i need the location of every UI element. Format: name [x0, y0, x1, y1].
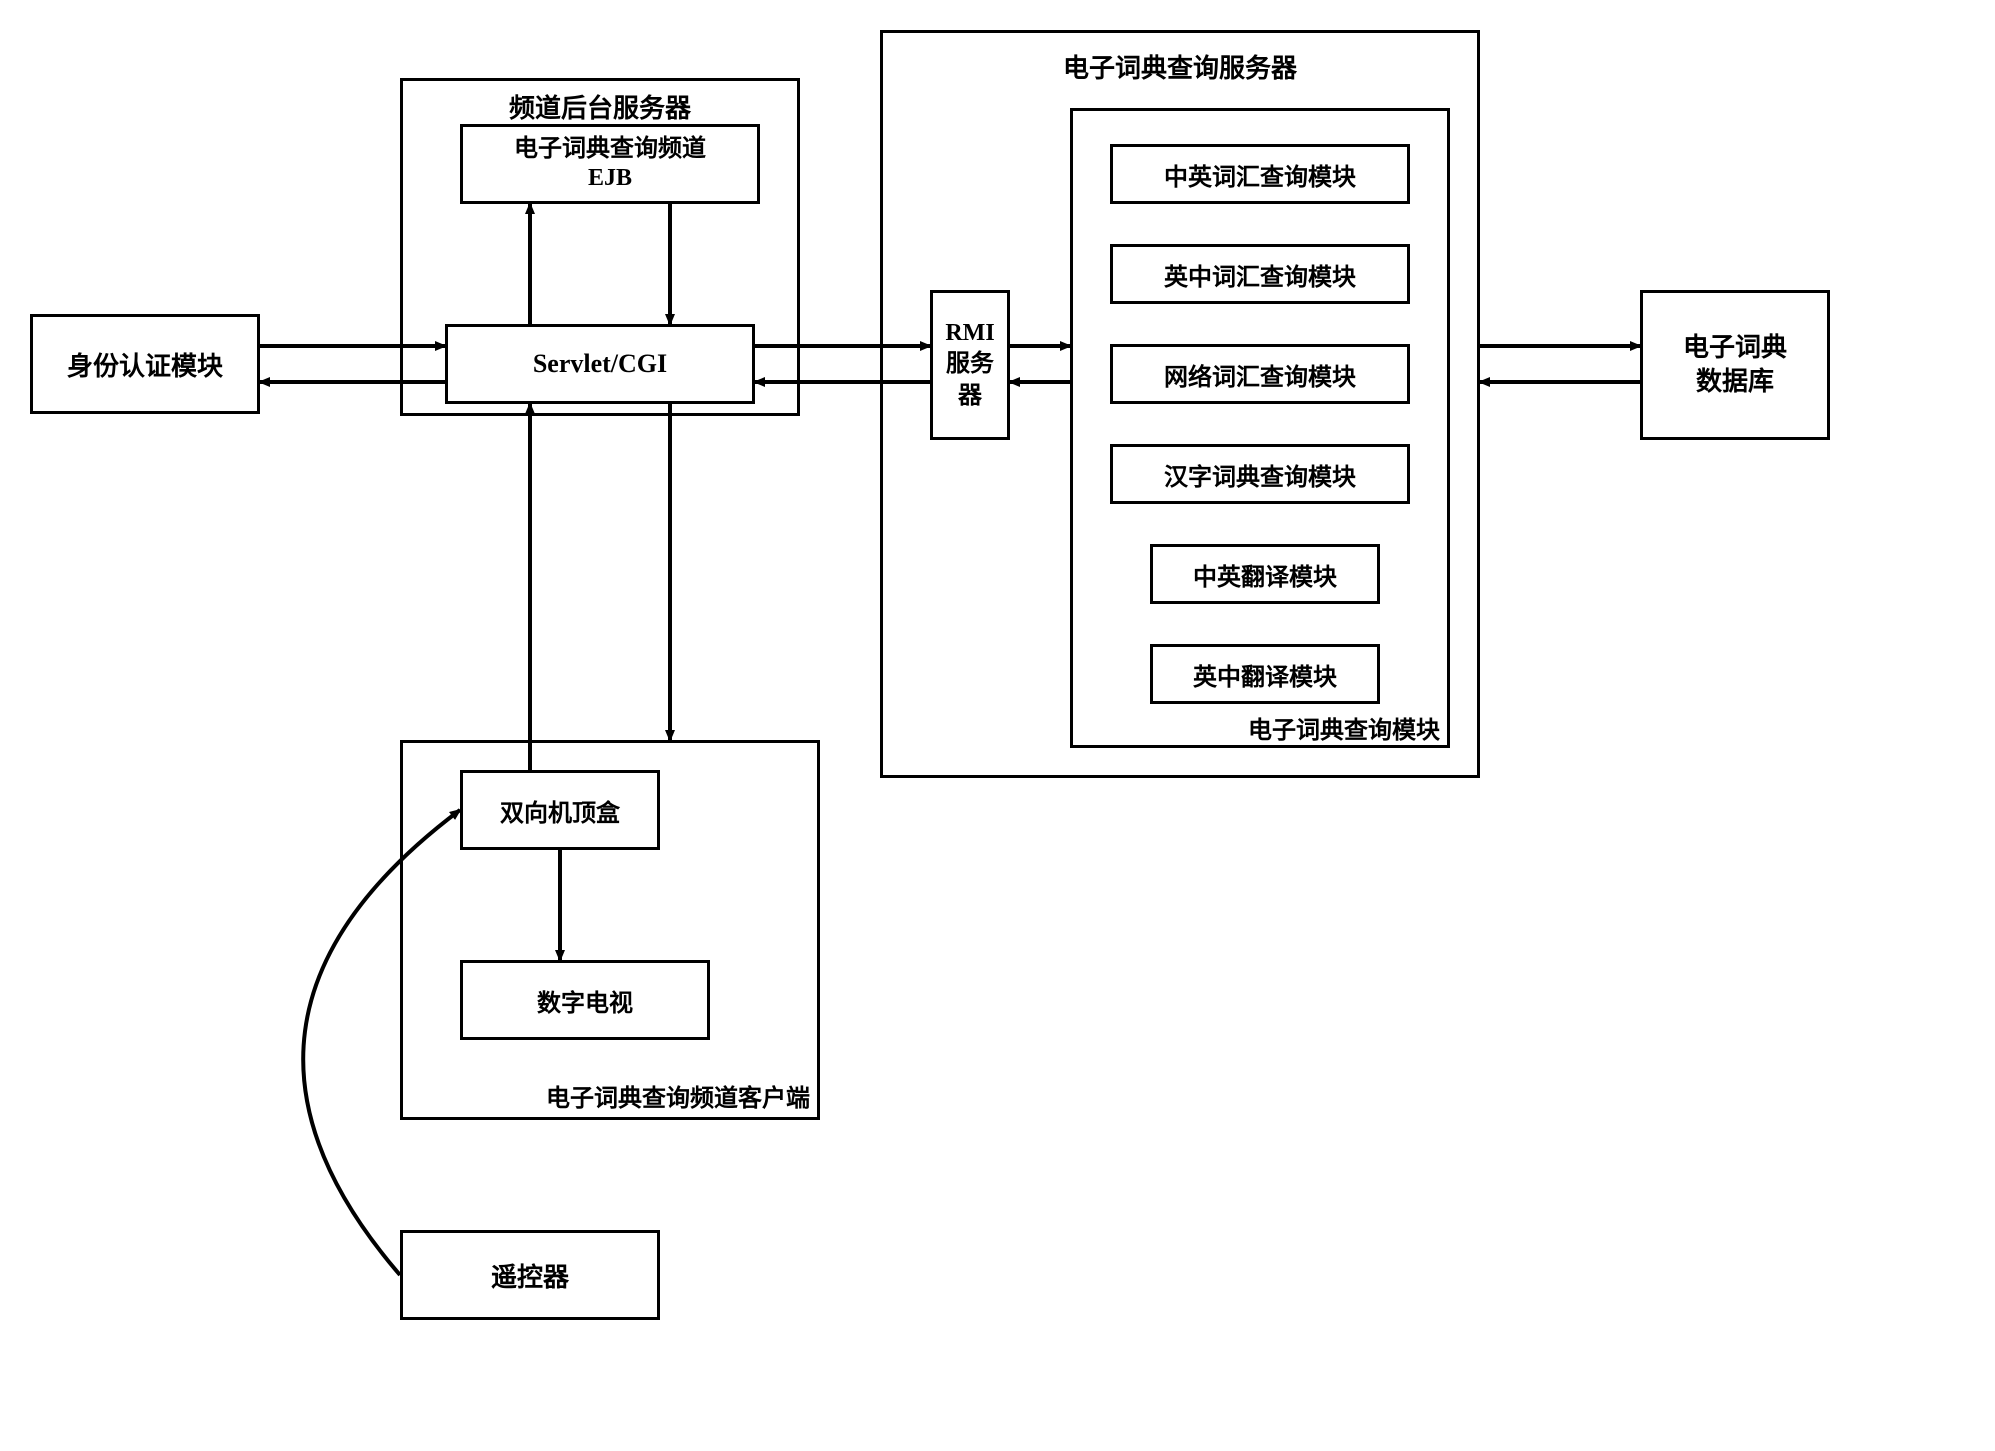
auth-module-box: 身份认证模块 [30, 314, 260, 414]
remote-label: 遥控器 [491, 1257, 569, 1294]
rmi-box: RMI 服务 器 [930, 290, 1010, 440]
rmi-line1: RMI [945, 318, 994, 349]
dict-query-module-title: 电子词典查询模块 [1120, 710, 1440, 745]
db-line2: 数据库 [1696, 365, 1774, 399]
module-1-label: 英中词汇查询模块 [1164, 257, 1356, 292]
backend-server-title-text: 频道后台服务器 [509, 94, 691, 123]
servlet-label: Servlet/CGI [533, 349, 667, 379]
ejb-box: 电子词典查询频道 EJB [460, 124, 760, 204]
servlet-box: Servlet/CGI [445, 324, 755, 404]
rmi-line3: 器 [958, 381, 982, 412]
ejb-line1: 电子词典查询频道 [514, 135, 706, 164]
dict-query-module-title-text: 电子词典查询模块 [1248, 718, 1440, 744]
dict-server-title-text: 电子词典查询服务器 [1063, 54, 1297, 83]
remote-box: 遥控器 [400, 1230, 660, 1320]
stb-box: 双向机顶盒 [460, 770, 660, 850]
database-box: 电子词典 数据库 [1640, 290, 1830, 440]
db-line1: 电子词典 [1683, 331, 1787, 365]
auth-module-label: 身份认证模块 [67, 346, 223, 383]
client-title: 电子词典查询频道客户端 [430, 1078, 810, 1113]
module-4-label: 中英翻译模块 [1193, 557, 1337, 592]
module-cn-en-translate: 中英翻译模块 [1150, 544, 1380, 604]
tv-label: 数字电视 [537, 983, 633, 1018]
module-0-label: 中英词汇查询模块 [1164, 157, 1356, 192]
module-en-cn-vocab: 英中词汇查询模块 [1110, 244, 1410, 304]
module-en-cn-translate: 英中翻译模块 [1150, 644, 1380, 704]
ejb-line2: EJB [588, 164, 632, 193]
dict-server-title: 电子词典查询服务器 [880, 48, 1480, 85]
module-hanzi-dict: 汉字词典查询模块 [1110, 444, 1410, 504]
module-network-vocab: 网络词汇查询模块 [1110, 344, 1410, 404]
module-5-label: 英中翻译模块 [1193, 657, 1337, 692]
rmi-line2: 服务 [946, 349, 994, 380]
stb-label: 双向机顶盒 [500, 793, 620, 828]
module-3-label: 汉字词典查询模块 [1164, 457, 1356, 492]
module-2-label: 网络词汇查询模块 [1164, 357, 1356, 392]
tv-box: 数字电视 [460, 960, 710, 1040]
backend-server-title: 频道后台服务器 [400, 88, 800, 125]
module-cn-en-vocab: 中英词汇查询模块 [1110, 144, 1410, 204]
client-title-text: 电子词典查询频道客户端 [546, 1086, 810, 1112]
